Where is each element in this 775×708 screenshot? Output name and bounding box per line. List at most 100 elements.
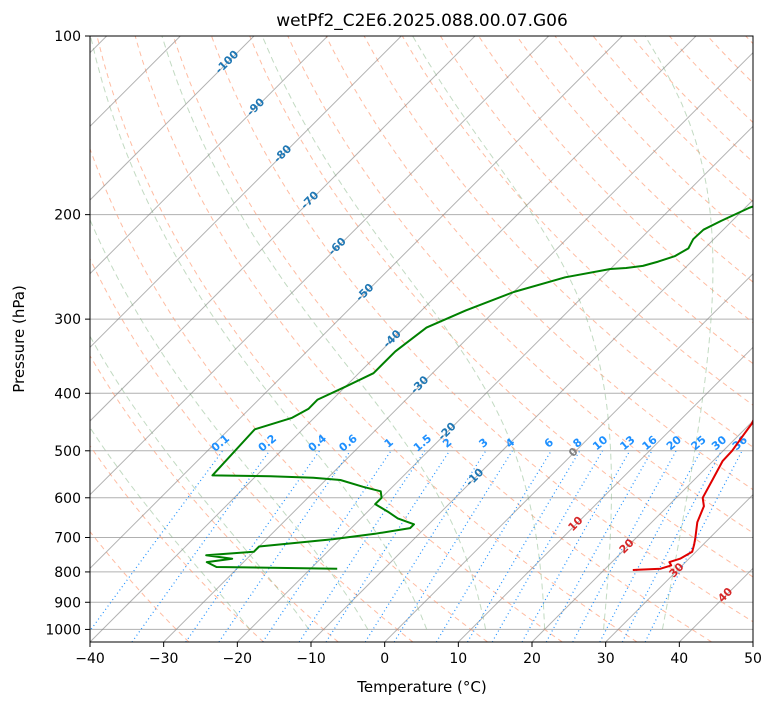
- dry-adiabat-line: [90, 354, 339, 642]
- plot-frame: [89, 35, 754, 643]
- isotherm-line: [531, 420, 753, 642]
- moist-adiabat-line: [90, 335, 310, 630]
- y-tick-label: 600: [54, 491, 81, 507]
- mixing-ratio-line: [185, 450, 321, 642]
- y-tick-label: 100: [54, 29, 81, 45]
- isotherm-label: -50: [353, 281, 376, 304]
- chart-title: wetPf2_C2E6.2025.088.00.07.G06: [276, 11, 568, 31]
- isotherm-line: [90, 36, 329, 275]
- moist-adiabat-line: [161, 36, 487, 630]
- isotherm-line: [236, 125, 753, 642]
- mixing-ratio-line: [218, 450, 351, 642]
- isotherm-label: -90: [244, 95, 267, 118]
- x-tick-label: 0: [380, 651, 389, 667]
- isotherm-line: [678, 567, 753, 642]
- mixing-ratio-line: [572, 450, 677, 642]
- mixing-ratio-label: 25: [689, 433, 709, 453]
- x-tick-label: 40: [670, 651, 688, 667]
- moist-adiabat-line: [90, 426, 251, 630]
- mixing-ratio-label: 1: [382, 436, 396, 451]
- isotherm-line: [90, 36, 402, 349]
- moist-adiabat-line: [90, 36, 428, 630]
- x-axis-label: Temperature (°C): [356, 678, 486, 696]
- mixing-ratio-line: [364, 450, 487, 642]
- isotherm-label: -60: [326, 235, 349, 258]
- x-tick-label: −40: [75, 651, 105, 667]
- isotherm-label: -80: [271, 142, 294, 165]
- mixing-ratio-line: [545, 450, 653, 642]
- x-tick-label: 20: [523, 651, 541, 667]
- y-axis-label: Pressure (hPa): [10, 285, 28, 393]
- mixing-ratio-line: [298, 450, 426, 642]
- dewpoint-profile-line: [205, 205, 753, 570]
- x-tick-label: −20: [223, 651, 253, 667]
- isotherm-label: -10: [463, 465, 486, 488]
- series-layer: [205, 205, 753, 571]
- mixing-ratio-line: [521, 450, 631, 642]
- y-tick-label: 300: [54, 312, 81, 328]
- mixing-ratio-line: [393, 450, 513, 642]
- dry-adiabat-line: [401, 36, 753, 406]
- mixing-ratio-line: [131, 450, 271, 642]
- y-tick-label: 500: [54, 444, 81, 460]
- dry-adiabat-line: [249, 36, 753, 578]
- x-tick-label: −10: [296, 651, 326, 667]
- isotherm-line: [90, 36, 697, 642]
- mixing-ratio-label: 16: [640, 433, 660, 453]
- dry-adiabat-line: [90, 530, 190, 642]
- moist-adiabat-line: [412, 36, 612, 630]
- mixing-ratio-label: 30: [709, 433, 729, 453]
- dry-adiabat-line: [134, 36, 638, 642]
- mixing-ratio-label: 13: [618, 433, 638, 453]
- mixing-ratio-label: 20: [664, 433, 684, 453]
- mixing-ratio-label: 10: [590, 433, 610, 453]
- isotherm-label: -100: [213, 48, 242, 77]
- y-tick-label: 900: [54, 595, 81, 611]
- mixing-ratio-line: [262, 450, 392, 642]
- mixing-ratio-label: 6: [542, 435, 556, 450]
- isotherm-line: [457, 346, 753, 642]
- dry-adiabat-line: [707, 36, 753, 84]
- dry-adiabat-line: [90, 444, 264, 642]
- y-tick-label: 400: [54, 386, 81, 402]
- isotherm-label: -20: [435, 420, 458, 443]
- isotherm-line: [310, 199, 753, 642]
- y-tick-label: 700: [54, 531, 81, 547]
- mixing-ratio-line: [325, 450, 451, 642]
- x-tick-label: 10: [449, 651, 467, 667]
- isotherm-line: [90, 36, 476, 422]
- isotherm-line: [384, 272, 753, 642]
- dry-adiabat-line: [554, 36, 753, 243]
- dry-adiabat-line: [90, 257, 414, 642]
- moist-adiabat-line: [644, 36, 714, 630]
- y-tick-label: 800: [54, 565, 81, 581]
- isotherm-line: [90, 36, 550, 496]
- isotherm-line: [90, 36, 255, 201]
- y-tick-label: 200: [54, 208, 81, 224]
- isotherm-line: [752, 641, 753, 642]
- isotherm-line: [163, 51, 753, 642]
- mixing-ratio-line: [599, 450, 702, 642]
- isotherm-label: -70: [298, 188, 321, 211]
- isotherm-line: [90, 36, 623, 570]
- x-tick-label: 50: [744, 651, 762, 667]
- dry-adiabat-line: [96, 36, 563, 642]
- dry-adiabat-line: [516, 36, 753, 283]
- dry-adiabat-line: [439, 36, 753, 365]
- dry-adiabat-line: [211, 36, 753, 623]
- mixing-ratio-line: [90, 450, 224, 632]
- isotherm-label: 10: [566, 514, 586, 534]
- x-tick-label: −30: [149, 651, 179, 667]
- dry-adiabat-line: [172, 36, 712, 642]
- dry-adiabat-line: [669, 36, 753, 124]
- x-tick-label: 30: [597, 651, 615, 667]
- mixing-ratio-label: 3: [476, 436, 490, 451]
- mixing-ratio-line: [435, 450, 552, 642]
- temperature-profile-line: [632, 418, 753, 571]
- moist-adiabat-line: [261, 36, 546, 630]
- dry-adiabat-line: [745, 36, 753, 45]
- isotherm-line: [605, 493, 753, 642]
- y-tick-label: 1000: [45, 622, 81, 638]
- dry-adiabat-line: [90, 147, 488, 642]
